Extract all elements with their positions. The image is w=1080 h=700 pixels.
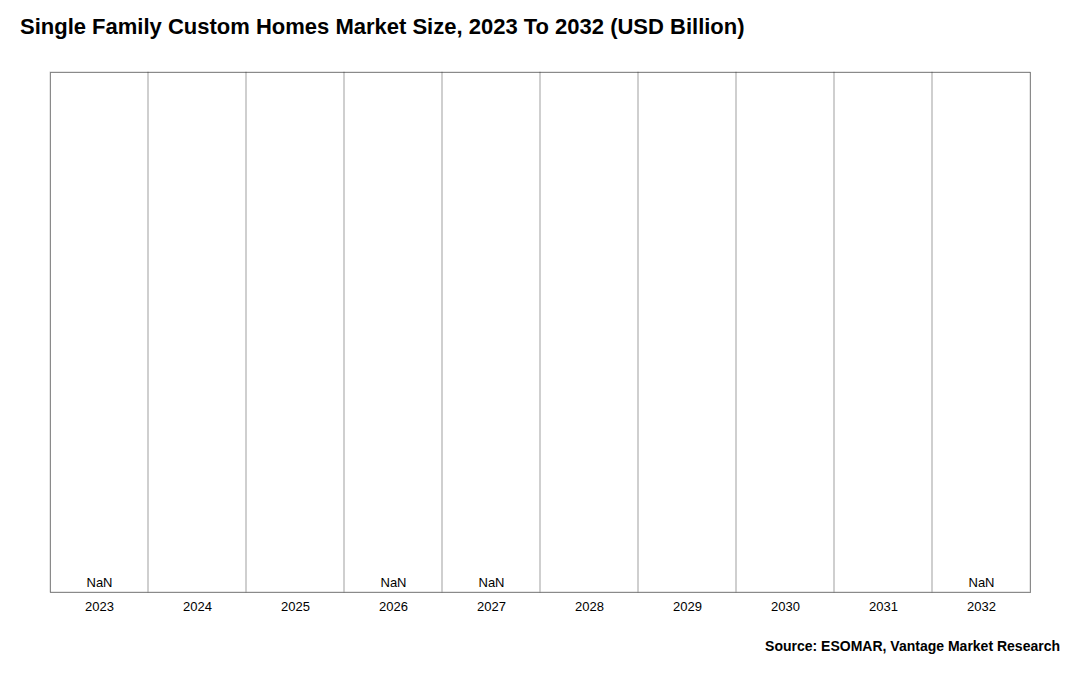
svg-text:NaN: NaN — [86, 575, 112, 590]
html-text:Single Family Custom Homes Mar: Single Family Custom Homes Market Size, … — [20, 14, 745, 39]
svg-text:2032: 2032 — [967, 599, 996, 614]
svg-text:2024: 2024 — [183, 599, 212, 614]
svg-text:2030: 2030 — [771, 599, 800, 614]
svg-text:2029: 2029 — [673, 599, 702, 614]
svg-text:2027: 2027 — [477, 599, 506, 614]
html-text:Source: ESOMAR, Vantage Market: Source: ESOMAR, Vantage Market Research — [765, 638, 1060, 654]
svg-text:NaN: NaN — [478, 575, 504, 590]
svg-text:2031: 2031 — [869, 599, 898, 614]
svg-text:NaN: NaN — [380, 575, 406, 590]
svg-text:NaN: NaN — [968, 575, 994, 590]
svg-text:2028: 2028 — [575, 599, 604, 614]
svg-text:2026: 2026 — [379, 599, 408, 614]
svg-text:2023: 2023 — [85, 599, 114, 614]
svg-text:2025: 2025 — [281, 599, 310, 614]
